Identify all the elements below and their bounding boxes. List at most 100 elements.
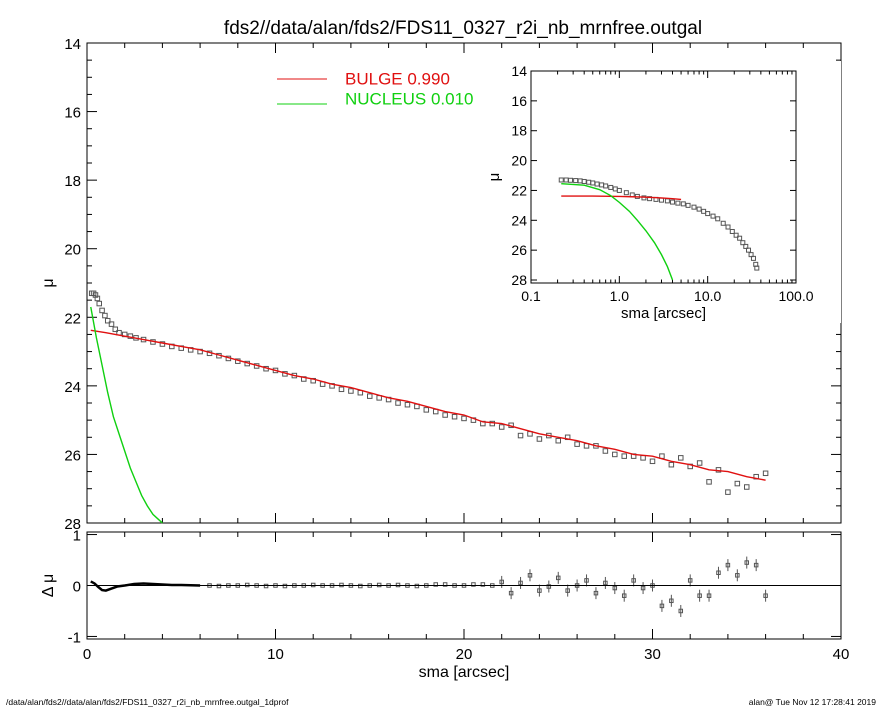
inset-y-tick-label: 18 — [511, 123, 527, 139]
residual-data-point — [763, 593, 768, 598]
main-data-point — [442, 412, 448, 418]
residual-x-tick-label: 30 — [644, 646, 661, 663]
residual-data-point — [518, 580, 523, 586]
inset-plot-frame — [530, 70, 797, 284]
residual-y-tick-label: -1 — [68, 629, 81, 646]
residual-x-tick-label: 40 — [833, 646, 850, 663]
inset-x-axis-label: sma [arcsec] — [621, 305, 706, 322]
residual-data-point — [678, 608, 684, 614]
residual-data-point — [395, 582, 401, 588]
main-data-point — [112, 326, 119, 333]
inset-y-tick-label: 14 — [511, 63, 527, 79]
residual-data-point — [471, 582, 476, 587]
inset-data-point — [641, 195, 647, 201]
residual-data-points — [207, 560, 768, 614]
inset-data-point — [573, 178, 579, 184]
footer-right: alan@ Tue Nov 12 17:28:41 2019 — [749, 697, 877, 707]
residual-data-point — [358, 583, 363, 589]
inset-data-point — [725, 224, 731, 230]
residual-x-tick-label: 0 — [83, 646, 91, 663]
inset-x-tick-label: 1.0 — [610, 288, 630, 304]
main-data-point — [696, 460, 703, 466]
residual-data-point — [706, 593, 712, 598]
main-data-point — [574, 441, 580, 447]
inset-data-point — [670, 199, 676, 205]
main-data-point — [668, 461, 675, 468]
residual-data-point — [282, 583, 288, 589]
main-data-point — [602, 448, 609, 454]
main-data-point — [612, 451, 618, 458]
residual-x-axis-label: sma [arcsec] — [419, 664, 510, 681]
residual-data-point — [603, 580, 608, 586]
inset-data-point — [720, 220, 726, 226]
residual-data-point — [499, 579, 504, 585]
main-data-point — [555, 437, 561, 444]
legend-bulge-label: BULGE 0.990 — [345, 69, 450, 88]
main-data-point — [395, 400, 401, 406]
inset-y-tick-label: 24 — [511, 212, 527, 228]
residual-data-point — [244, 582, 250, 588]
main-y-tick-label: 24 — [64, 379, 81, 396]
inset-data-point — [558, 177, 564, 183]
inset-plot: 14 16 18 20 22 24 26 280.1 1.0 10.0 100.0 sma [arcs… — [476, 61, 841, 323]
main-data-point — [451, 413, 458, 420]
main-data-points — [88, 290, 769, 495]
residual-y-tick-label: 1 — [73, 528, 81, 545]
inset-y-tick-label: 16 — [511, 93, 527, 109]
inset-data-point — [680, 201, 686, 207]
main-data-point — [621, 453, 627, 459]
main-y-tick-label: 22 — [64, 310, 81, 327]
inset-data-point — [750, 255, 756, 261]
chart-title: fds2//data/alan/fds2/FDS11_0327_r2i_nb_m… — [224, 18, 702, 39]
inset-x-tick-label: 10.0 — [694, 288, 721, 304]
inset-data-point — [594, 181, 600, 187]
residual-data-point — [376, 582, 382, 588]
legend-nucleus-label: NUCLEUS 0.010 — [345, 89, 474, 108]
inset-data-point — [675, 200, 681, 206]
main-y-tick-label: 18 — [64, 173, 81, 190]
main-y-axis-label: μ — [40, 278, 57, 287]
residual-data-point — [716, 570, 721, 576]
residual-data-point — [263, 583, 269, 589]
main-nucleus-line — [90, 306, 163, 524]
residual-data-point — [556, 575, 561, 581]
inset-data-point — [581, 178, 587, 184]
residual-data-point — [687, 578, 693, 583]
main-y-tick-label: 28 — [64, 516, 81, 533]
main-data-point — [517, 432, 524, 439]
residual-data-point — [659, 603, 665, 609]
main-data-point — [725, 489, 731, 495]
residual-data-point — [584, 578, 589, 583]
residual-data-point — [612, 585, 618, 591]
main-data-point — [96, 300, 102, 307]
residual-x-tick-label: 20 — [456, 646, 473, 663]
main-data-point — [762, 470, 769, 477]
main-data-point — [640, 455, 646, 461]
residual-data-point — [565, 588, 570, 593]
inset-data-point — [733, 232, 739, 238]
inset-data-point — [710, 213, 716, 219]
main-data-point — [94, 295, 101, 302]
main-y-tick-label: 16 — [64, 105, 81, 122]
inset-data-point — [696, 206, 702, 212]
inset-y-tick-label: 20 — [511, 153, 527, 169]
residual-x-tick-label: 10 — [267, 646, 284, 663]
inset-data-point — [715, 216, 721, 222]
inset-data-point — [603, 183, 609, 189]
inset-data-point — [754, 265, 760, 271]
inset-y-axis-label: μ — [486, 173, 503, 182]
residual-data-point — [414, 583, 420, 589]
residual-data-point — [621, 593, 627, 598]
main-data-point — [108, 321, 115, 327]
main-data-point — [649, 458, 656, 465]
main-data-point — [367, 393, 373, 399]
main-data-point — [744, 484, 750, 490]
main-y-tick-label: 14 — [64, 36, 81, 53]
main-data-point — [423, 407, 430, 413]
inset-data-point — [568, 177, 573, 183]
inset-data-point — [608, 184, 614, 190]
residual-data-point — [744, 560, 749, 565]
main-data-point — [536, 436, 543, 442]
